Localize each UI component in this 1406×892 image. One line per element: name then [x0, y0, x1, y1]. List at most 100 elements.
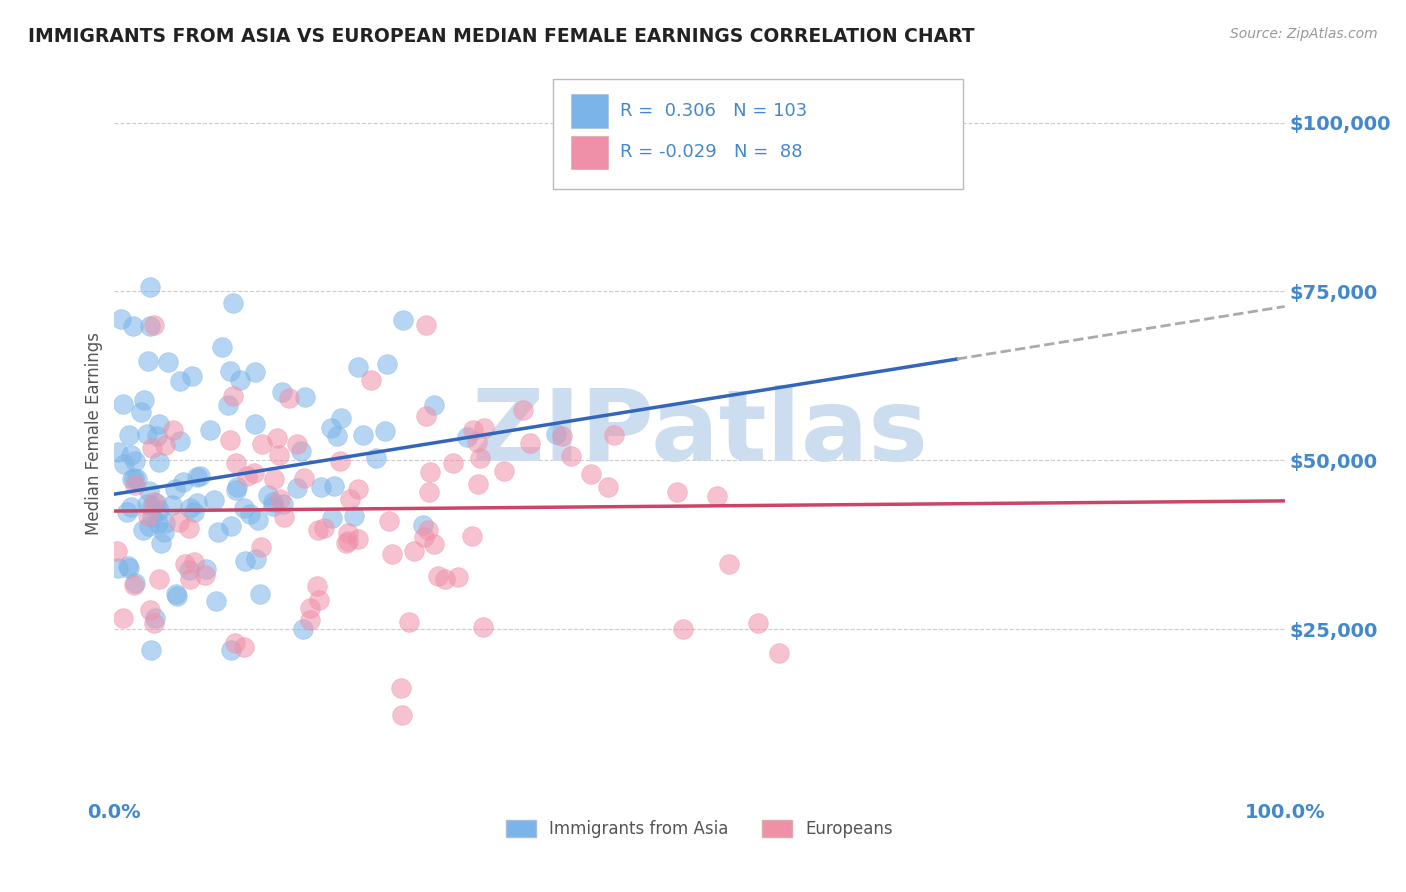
Point	[299, 613, 322, 627]
Point	[263, 472, 285, 486]
Point	[157, 355, 180, 369]
Point	[335, 536, 357, 550]
Point	[312, 521, 335, 535]
Point	[360, 373, 382, 387]
Point	[142, 495, 165, 509]
Point	[467, 476, 489, 491]
Point	[112, 397, 135, 411]
Point	[105, 544, 128, 558]
Point	[121, 472, 143, 486]
Point	[194, 568, 217, 582]
Point	[337, 534, 360, 549]
Point	[413, 530, 436, 544]
Point	[366, 451, 388, 466]
Point	[118, 428, 141, 442]
Point	[415, 318, 437, 333]
Point	[141, 499, 163, 513]
Point	[512, 403, 534, 417]
Point	[262, 494, 284, 508]
Point	[163, 483, 186, 497]
Point	[472, 620, 495, 634]
Point	[468, 451, 491, 466]
Point	[179, 572, 201, 586]
Point	[347, 532, 370, 546]
Point	[717, 557, 740, 571]
Point	[456, 430, 478, 444]
Point	[305, 579, 328, 593]
Point	[550, 429, 572, 443]
Point	[423, 537, 446, 551]
Point	[581, 467, 603, 481]
Point	[423, 398, 446, 412]
Point	[180, 369, 202, 384]
Point	[138, 483, 160, 498]
Point	[224, 636, 246, 650]
Point	[321, 421, 343, 435]
Point	[148, 455, 170, 469]
Point	[273, 498, 295, 512]
Point	[298, 601, 321, 615]
Point	[250, 541, 273, 555]
Point	[225, 483, 247, 497]
Point	[186, 495, 208, 509]
Point	[339, 492, 361, 507]
Point	[188, 468, 211, 483]
Point	[596, 480, 619, 494]
Point	[169, 434, 191, 448]
Point	[519, 436, 541, 450]
Point	[603, 428, 626, 442]
Point	[122, 319, 145, 334]
Point	[346, 359, 368, 374]
Point	[148, 502, 170, 516]
Point	[111, 611, 134, 625]
Point	[546, 426, 568, 441]
Point	[218, 398, 240, 412]
Point	[148, 573, 170, 587]
Point	[139, 603, 162, 617]
Text: R = -0.029   N =  88: R = -0.029 N = 88	[620, 144, 803, 161]
Point	[107, 445, 129, 459]
Point	[129, 405, 152, 419]
Point	[146, 429, 169, 443]
Point	[427, 569, 450, 583]
Point	[205, 594, 228, 608]
Point	[245, 552, 267, 566]
Point	[269, 491, 291, 506]
Point	[232, 501, 254, 516]
Y-axis label: Median Female Earnings: Median Female Earnings	[86, 332, 103, 535]
Point	[325, 429, 347, 443]
Point	[145, 496, 167, 510]
Point	[243, 365, 266, 379]
Point	[747, 616, 769, 631]
FancyBboxPatch shape	[571, 94, 609, 128]
Point	[155, 516, 177, 530]
Point	[218, 433, 240, 447]
Point	[222, 295, 245, 310]
Point	[198, 423, 221, 437]
Point	[337, 526, 360, 541]
Point	[291, 622, 314, 636]
Point	[229, 373, 252, 387]
Point	[153, 438, 176, 452]
Point	[183, 554, 205, 568]
Point	[138, 519, 160, 533]
Point	[447, 570, 470, 584]
Point	[415, 409, 437, 423]
Point	[389, 681, 412, 696]
Point	[329, 410, 352, 425]
Point	[110, 312, 132, 326]
Point	[672, 622, 695, 636]
Point	[235, 468, 257, 483]
Point	[226, 480, 249, 494]
Point	[352, 428, 374, 442]
Point	[492, 464, 515, 478]
Point	[179, 521, 201, 535]
Point	[222, 389, 245, 403]
Point	[169, 374, 191, 388]
Point	[160, 498, 183, 512]
Point	[768, 646, 790, 660]
Point	[143, 318, 166, 333]
Point	[207, 525, 229, 540]
Point	[225, 456, 247, 470]
FancyBboxPatch shape	[571, 136, 609, 169]
